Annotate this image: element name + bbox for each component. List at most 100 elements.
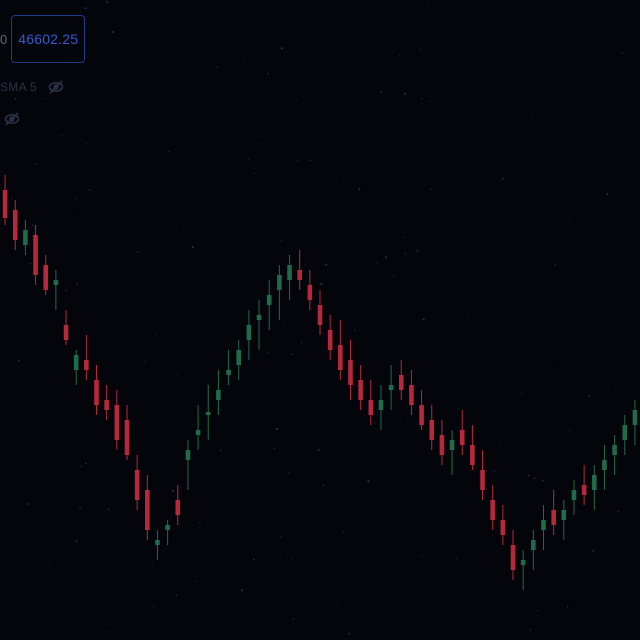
star-dot [280, 535, 282, 538]
star-dot [35, 163, 38, 166]
candle-body-up[interactable] [287, 265, 292, 280]
candle-body-up[interactable] [592, 475, 597, 490]
candle-body-down[interactable] [480, 470, 485, 490]
candle-body-down[interactable] [43, 265, 48, 290]
candle-body-down[interactable] [429, 420, 435, 440]
price-value-badge[interactable]: 46602.25 [11, 15, 86, 63]
candle-body-down[interactable] [510, 545, 516, 570]
candle-body-down[interactable] [297, 270, 302, 280]
candle-body-up[interactable] [73, 355, 79, 370]
candle-body-up[interactable] [541, 520, 546, 530]
candle-body-up[interactable] [216, 390, 221, 400]
star-dot [1, 625, 4, 628]
candle-body-down[interactable] [368, 400, 374, 415]
candle-body-up[interactable] [612, 445, 617, 455]
candle-body-up[interactable] [531, 540, 536, 550]
candle-body-up[interactable] [205, 412, 211, 415]
candle-body-up[interactable] [388, 385, 394, 390]
candle-body-down[interactable] [175, 500, 181, 515]
candle-body-down[interactable] [63, 325, 69, 340]
candle-body-down[interactable] [104, 400, 109, 410]
candle-body-down[interactable] [358, 380, 363, 400]
star-dot [404, 252, 407, 255]
candle-body-down[interactable] [490, 500, 495, 520]
star-dot [224, 223, 226, 225]
star-dot [280, 47, 283, 50]
candle-body-down[interactable] [114, 405, 120, 440]
candle-body-down[interactable] [327, 330, 333, 350]
candle-body-down[interactable] [348, 360, 353, 385]
candle-body-down[interactable] [124, 420, 130, 455]
candle-body-up[interactable] [185, 450, 191, 460]
candle-body-down[interactable] [145, 490, 150, 530]
candle-body-down[interactable] [33, 235, 38, 275]
candle-body-up[interactable] [165, 525, 170, 530]
star-dot [275, 428, 278, 431]
star-dot [291, 557, 293, 560]
candle-body-up[interactable] [632, 410, 638, 425]
star-dot [505, 86, 507, 89]
candle-body-up[interactable] [226, 370, 231, 375]
candle-body-up[interactable] [277, 275, 282, 290]
star-dot [17, 359, 20, 362]
star-dot [194, 580, 197, 582]
candle-body-down[interactable] [470, 445, 475, 465]
star-dot [144, 361, 146, 363]
candle-body-down[interactable] [398, 375, 404, 390]
hide-series-eye-off-icon[interactable] [3, 110, 21, 128]
candle-body-down[interactable] [338, 345, 343, 370]
hide-indicator-eye-off-icon[interactable] [47, 78, 65, 96]
star-dot [187, 78, 188, 80]
candle-body-down[interactable] [84, 360, 89, 370]
candle-body-up[interactable] [449, 440, 455, 450]
star-dot [75, 539, 78, 542]
candle-body-up[interactable] [622, 425, 628, 440]
star-dot [380, 90, 383, 93]
star-dot [295, 99, 297, 101]
star-dot [108, 630, 110, 632]
indicator-legend: SMA 5 [0, 76, 65, 98]
star-dot [322, 484, 325, 487]
star-dot [220, 449, 222, 452]
star-dot [170, 611, 172, 613]
candle-body-up[interactable] [378, 400, 384, 410]
star-dot [176, 225, 178, 227]
candle-body-down[interactable] [419, 405, 424, 425]
star-dot [188, 638, 189, 640]
candle-body-down[interactable] [12, 210, 18, 240]
star-dot [191, 246, 195, 249]
star-dot [418, 4, 420, 6]
candle-body-up[interactable] [266, 295, 272, 305]
star-dot [283, 351, 285, 353]
candle-body-up[interactable] [571, 490, 577, 500]
candle-body-down[interactable] [459, 430, 465, 445]
candle-body-up[interactable] [236, 350, 242, 365]
star-dot [168, 150, 170, 153]
candle-body-up[interactable] [256, 315, 262, 320]
candle-body-down[interactable] [2, 190, 8, 218]
star-dot [290, 353, 294, 356]
candle-body-down[interactable] [581, 485, 587, 495]
star-dot [569, 429, 571, 431]
candle-body-down[interactable] [500, 520, 506, 535]
candle-body-up[interactable] [53, 280, 59, 285]
star-dot [390, 245, 391, 247]
candle-body-down[interactable] [317, 305, 323, 325]
candle-body-up[interactable] [195, 430, 201, 435]
candle-body-down[interactable] [551, 510, 556, 525]
candle-body-up[interactable] [520, 560, 526, 565]
candle-body-down[interactable] [134, 470, 140, 500]
candle-body-down[interactable] [307, 285, 313, 300]
candle-body-up[interactable] [561, 510, 567, 520]
candle-body-up[interactable] [602, 460, 607, 470]
candle-body-up[interactable] [23, 230, 28, 245]
candle-body-up[interactable] [246, 325, 252, 340]
candle-body-down[interactable] [409, 385, 414, 405]
star-dot [571, 363, 573, 365]
candle-body-up[interactable] [155, 540, 160, 545]
star-dot [175, 594, 178, 597]
star-dot [8, 156, 10, 158]
candle-body-down[interactable] [439, 435, 445, 455]
candle-body-down[interactable] [94, 380, 99, 405]
